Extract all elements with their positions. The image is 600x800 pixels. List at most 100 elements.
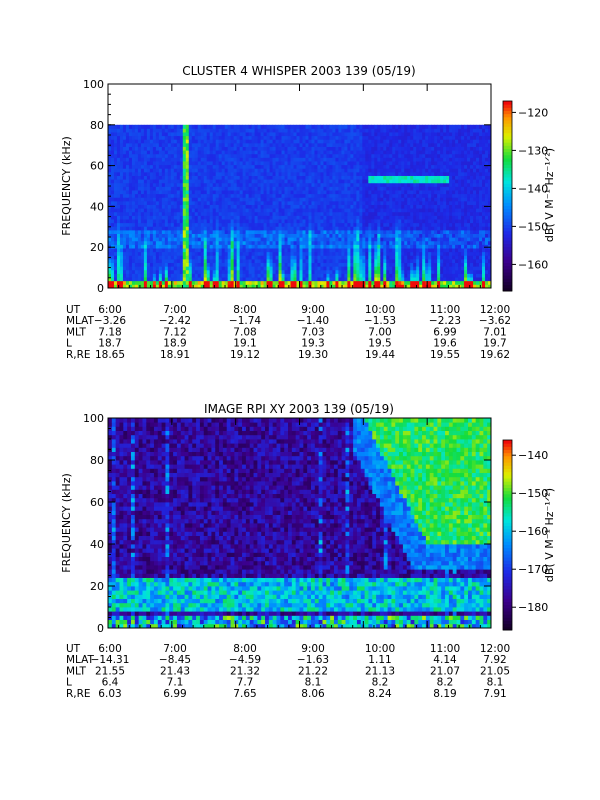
spectrogram-cell [230, 226, 235, 231]
spectrogram-cell [224, 215, 229, 220]
spectrogram-cell [302, 284, 306, 289]
spectrogram-cell [266, 200, 270, 205]
spectrogram-cell [332, 273, 336, 278]
spectrogram-cell [341, 139, 345, 144]
spectrogram-cell [275, 190, 279, 195]
spectrogram-cell [173, 229, 178, 234]
spectrogram-cell [200, 251, 205, 256]
spectrogram-cell [299, 190, 303, 195]
spectrogram-cell [407, 240, 411, 245]
spectrogram-cell [194, 244, 199, 249]
spectrogram-cell [194, 179, 199, 184]
spectrogram-cell [272, 233, 276, 238]
spectrogram-cell [203, 175, 208, 180]
spectrogram-cell [275, 244, 279, 249]
spectrogram-cell [386, 179, 390, 184]
spectrogram-cell [137, 124, 142, 129]
spectrogram-cell [344, 150, 348, 155]
spectrogram-cell [326, 200, 330, 205]
spectrogram-cell [401, 262, 405, 267]
spectrogram-cell [128, 258, 133, 264]
spectrogram-cell [308, 266, 312, 271]
spectrogram-cell [401, 284, 405, 289]
spectrogram-cell [407, 186, 411, 191]
spectrogram-cell [152, 219, 157, 224]
spectrogram-cell [146, 229, 151, 234]
spectrogram-cell [173, 258, 178, 264]
spectrogram-cell [404, 255, 408, 260]
spectrogram-cell [353, 124, 357, 129]
spectrogram-cell [203, 186, 208, 191]
spectrogram-cell [299, 139, 303, 144]
spectrogram-cell [155, 142, 160, 147]
spectrogram-cell [338, 182, 342, 187]
spectrogram-cell [395, 150, 399, 155]
spectrogram-cell [203, 280, 208, 285]
spectrogram-cell [398, 277, 402, 282]
spectrogram-cell [108, 211, 112, 216]
spectrogram-cell [308, 179, 312, 184]
spectrogram-cell [437, 197, 441, 202]
spectrogram-cell [353, 258, 357, 264]
spectrogram-cell [392, 132, 396, 137]
spectrogram-cell [128, 262, 133, 267]
spectrogram-cell [245, 200, 250, 205]
spectrogram-cell [209, 284, 214, 289]
spectrogram-cell [239, 197, 244, 202]
spectrogram-cell [230, 222, 235, 227]
spectrogram-cell [428, 258, 432, 264]
spectrogram-cell [197, 280, 202, 285]
spectrogram-cell [146, 190, 151, 195]
spectrogram-cell [410, 157, 414, 162]
spectrogram-cell [419, 244, 423, 249]
spectrogram-cell [353, 255, 357, 260]
spectrogram-cell [290, 128, 294, 133]
spectrogram-cell [197, 251, 202, 256]
spectrogram-cell [137, 266, 142, 271]
spectrogram-cell [215, 237, 220, 242]
spectrogram-cell [239, 142, 244, 147]
spectrogram-cell [437, 211, 441, 216]
spectrogram-cell [305, 211, 309, 216]
spectrogram-cell [407, 284, 411, 289]
spectrogram-cell [242, 146, 247, 151]
spectrogram-cell [113, 132, 118, 137]
spectrogram-cell [227, 150, 232, 155]
spectrogram-cell [188, 161, 193, 166]
spectrogram-cell [434, 211, 438, 216]
spectrogram-cell [221, 208, 226, 213]
spectrogram-cell [350, 222, 354, 227]
spectrogram-cell [323, 204, 327, 209]
spectrogram-cell [245, 208, 250, 213]
spectrogram-cell [110, 193, 115, 198]
spectrogram-cell [221, 164, 226, 169]
spectrogram-cell [320, 182, 324, 187]
spectrogram-cell [386, 186, 390, 191]
spectrogram-cell [311, 157, 315, 162]
spectrogram-cell [323, 229, 327, 234]
spectrogram-cell [401, 280, 405, 285]
spectrogram-cell [140, 280, 145, 285]
spectrogram-cell [410, 222, 414, 227]
spectrogram-cell [170, 211, 175, 216]
spectrogram-cell [218, 135, 223, 140]
spectrogram-cell [137, 146, 142, 151]
spectrogram-cell [218, 273, 223, 278]
spectrogram-cell [425, 168, 429, 173]
spectrogram-cell [395, 215, 399, 220]
spectrogram-cell [353, 186, 357, 191]
spectrogram-cell [257, 153, 261, 158]
spectrogram-cell [362, 168, 366, 173]
spectrogram-cell [413, 200, 417, 205]
spectrogram-cell [173, 244, 178, 249]
spectrogram-cell [407, 244, 411, 249]
spectrogram-cell [437, 190, 441, 195]
spectrogram-cell [146, 168, 151, 173]
spectrogram-cell [425, 153, 429, 158]
spectrogram-cell [176, 135, 181, 140]
spectrogram-cell [149, 179, 154, 184]
spectrogram-cell [281, 204, 285, 209]
spectrogram-cell [161, 215, 166, 220]
spectrogram-cell [281, 161, 285, 166]
spectrogram-cell [425, 142, 429, 147]
